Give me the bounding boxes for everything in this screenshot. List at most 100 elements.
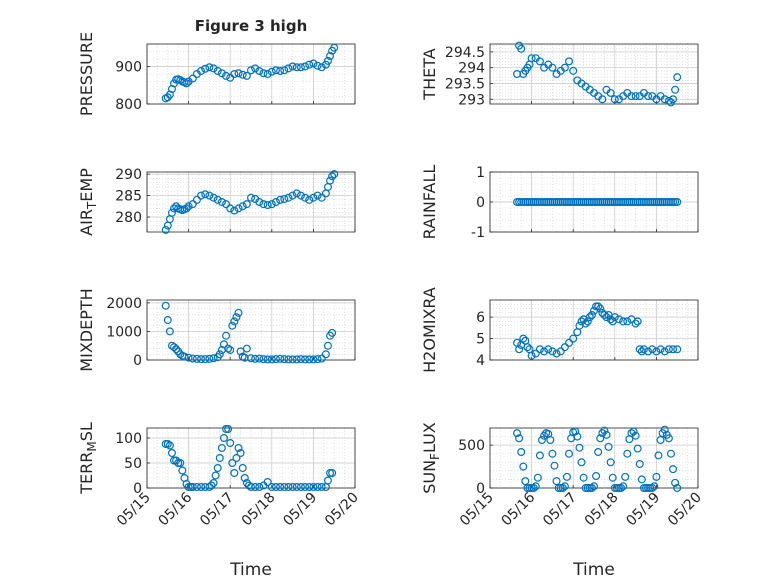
data-point: [562, 472, 571, 481]
data-point: [540, 431, 549, 440]
y-axis-label: AIRTEMP: [77, 168, 99, 236]
data-point: [201, 190, 210, 199]
data-point: [238, 202, 247, 211]
data-point: [313, 483, 322, 492]
y-tick-label: 800: [115, 97, 142, 113]
data-point: [598, 95, 607, 104]
data-point: [583, 317, 592, 326]
data-point: [669, 95, 678, 104]
data-point: [596, 434, 605, 443]
data-point: [163, 440, 172, 449]
data-point: [192, 195, 201, 204]
data-point: [664, 96, 673, 105]
data-point: [575, 443, 584, 452]
data-point: [209, 354, 218, 363]
data-point: [263, 201, 272, 210]
data-point: [598, 429, 607, 438]
data-point: [184, 353, 193, 362]
data-series: [161, 170, 339, 234]
data-point: [606, 458, 615, 467]
data-point: [209, 193, 218, 202]
data-point: [296, 483, 305, 492]
y-axis-label: MIXDEPTH: [77, 288, 96, 371]
data-point: [292, 483, 301, 492]
data-point: [321, 350, 330, 359]
data-point: [652, 472, 661, 481]
data-point: [313, 191, 322, 200]
data-point: [228, 459, 237, 468]
data-point: [224, 344, 233, 353]
data-point: [255, 483, 264, 492]
data-point: [633, 444, 642, 453]
data-point: [328, 469, 337, 478]
data-point: [527, 54, 536, 63]
y-axis-label: THETA: [420, 48, 439, 100]
y-tick-label: 294: [458, 61, 485, 77]
data-point: [176, 75, 185, 84]
data-point: [619, 317, 628, 326]
data-point: [323, 476, 332, 485]
data-series: [513, 198, 682, 207]
data-point: [284, 64, 293, 73]
y-tick-label: 293: [458, 92, 485, 108]
y-tick-label: 293.5: [445, 76, 485, 92]
data-point: [178, 466, 187, 475]
data-point: [521, 477, 530, 486]
axes-box: [489, 299, 699, 361]
data-point: [633, 317, 642, 326]
data-point: [305, 355, 314, 364]
data-point: [213, 66, 222, 75]
data-point: [296, 63, 305, 72]
data-point: [280, 195, 289, 204]
axes-box: [146, 299, 356, 361]
data-point: [301, 355, 310, 364]
data-point: [644, 347, 653, 356]
axes-box: [146, 171, 356, 233]
data-point: [664, 434, 673, 443]
data-point: [259, 69, 268, 78]
figure-title: Figure 3 high: [195, 17, 308, 35]
data-point: [172, 345, 181, 354]
data-point: [219, 434, 228, 443]
data-point: [197, 66, 206, 75]
data-point: [276, 483, 285, 492]
data-point: [280, 66, 289, 75]
data-point: [517, 44, 526, 53]
data-point: [263, 478, 272, 487]
data-point: [309, 355, 318, 364]
data-point: [617, 484, 626, 493]
data-series: [513, 41, 682, 107]
data-point: [604, 442, 613, 451]
data-point: [284, 193, 293, 202]
data-point: [614, 315, 623, 324]
data-point: [606, 88, 615, 97]
data-point: [619, 482, 628, 491]
data-point: [242, 71, 251, 80]
data-point: [226, 439, 235, 448]
data-point: [548, 63, 557, 72]
data-point: [267, 483, 276, 492]
data-point: [251, 483, 260, 492]
data-point: [556, 347, 565, 356]
data-point: [234, 204, 243, 213]
data-point: [548, 347, 557, 356]
data-point: [288, 355, 297, 364]
data-point: [623, 449, 632, 458]
data-point: [255, 354, 264, 363]
y-axis-label: H2OMIXRA: [420, 287, 439, 373]
data-point: [531, 482, 540, 491]
data-point: [328, 172, 337, 181]
data-point: [673, 73, 682, 82]
data-point: [205, 191, 214, 200]
data-point: [197, 483, 206, 492]
data-point: [217, 69, 226, 78]
y-tick-label: -1: [471, 225, 485, 241]
data-point: [292, 63, 301, 72]
data-point: [271, 483, 280, 492]
minor-grid: [146, 172, 356, 232]
data-point: [631, 92, 640, 101]
data-point: [673, 345, 682, 354]
data-point: [660, 95, 669, 104]
data-point: [585, 313, 594, 322]
data-point: [637, 475, 646, 484]
